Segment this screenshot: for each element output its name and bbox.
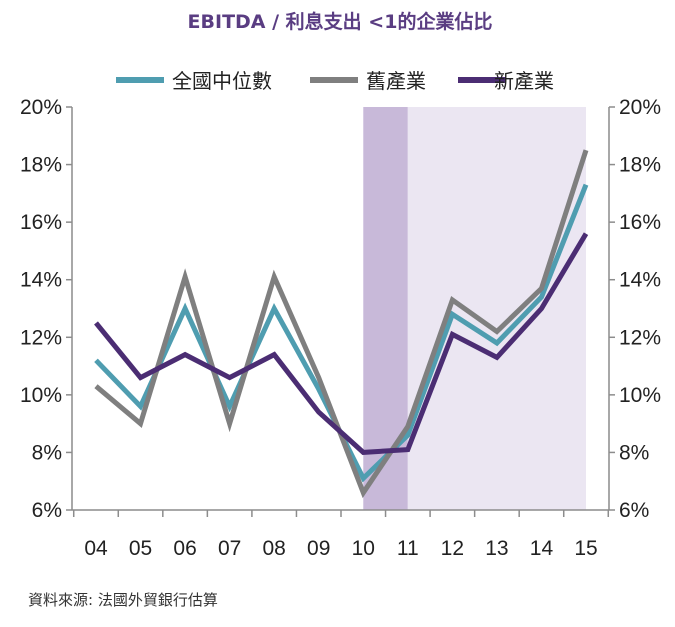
y-tick-label-right: 20%: [619, 96, 661, 119]
x-tick-label: 09: [307, 537, 330, 560]
y-tick-label-right: 14%: [619, 269, 661, 292]
x-tick-label: 07: [218, 537, 241, 560]
x-tick-label: 10: [352, 537, 375, 560]
source-note: 資料來源: 法國外貿銀行估算: [28, 591, 218, 609]
y-tick-label-right: 6%: [619, 499, 649, 522]
legend-label-3: 新產業: [494, 69, 554, 93]
y-tick-label-left: 12%: [20, 326, 62, 349]
y-tick-label-left: 6%: [32, 499, 62, 522]
legend-label-2: 舊產業: [366, 69, 426, 93]
y-tick-label-right: 12%: [619, 326, 661, 349]
x-tick-label: 04: [84, 537, 108, 560]
x-tick-label: 15: [574, 537, 597, 560]
chart-title: EBITDA / 利息支出 <1的企業佔比: [188, 10, 493, 33]
x-tick-label: 08: [263, 537, 286, 560]
y-tick-label-left: 8%: [32, 441, 62, 464]
legend-label-1: 全國中位數: [172, 69, 272, 93]
y-tick-label-left: 10%: [20, 384, 62, 407]
y-tick-label-left: 20%: [20, 96, 62, 119]
y-tick-label-left: 18%: [20, 154, 62, 177]
y-tick-label-right: 16%: [619, 211, 661, 234]
axes: 6% 6% 8% 8% 10% 10% 12% 12% 14% 14% 16% 16% 18% 18% 20…: [20, 96, 661, 560]
shaded-regions: [363, 107, 586, 510]
x-tick-label: 13: [485, 537, 508, 560]
y-tick-label-right: 8%: [619, 441, 649, 464]
x-tick-label: 14: [530, 537, 554, 560]
x-tick-label: 06: [173, 537, 196, 560]
y-tick-label-left: 16%: [20, 211, 62, 234]
y-tick-label-left: 14%: [20, 269, 62, 292]
x-tick-label: 05: [129, 537, 152, 560]
series-line-3: [94, 232, 589, 455]
shaded-region-2: [407, 107, 586, 510]
legend: 全國中位數 舊產業 新產業: [116, 69, 554, 93]
x-tick-label: 11: [397, 537, 419, 560]
y-tick-label-right: 18%: [619, 154, 661, 177]
x-tick-label: 12: [441, 537, 464, 560]
series-lines: [94, 149, 589, 499]
y-tick-label-right: 10%: [619, 384, 661, 407]
